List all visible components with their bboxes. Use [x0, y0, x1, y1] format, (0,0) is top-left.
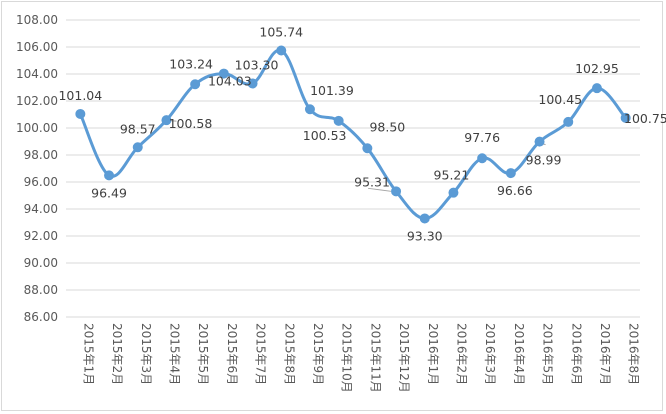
x-tick-label: 2015年5月	[196, 323, 210, 385]
data-point	[161, 115, 172, 126]
y-tick-label: 96.00	[24, 175, 58, 189]
data-label: 96.66	[497, 183, 533, 198]
y-axis-ticks: 86.00 88.00 90.00 92.00 94.00 96.00 98.00 100.0…	[16, 13, 58, 324]
data-point	[563, 116, 574, 127]
data-label: 102.95	[575, 61, 619, 76]
data-point	[104, 170, 115, 181]
data-point	[218, 68, 229, 79]
x-tick-label: 2015年2月	[110, 323, 124, 385]
data-point	[448, 187, 459, 198]
data-label: 98.50	[369, 119, 405, 134]
y-tick-label: 86.00	[24, 310, 58, 324]
x-tick-label: 2015年12月	[397, 323, 411, 393]
data-point	[333, 115, 344, 126]
data-point	[534, 136, 545, 147]
data-label: 95.21	[434, 168, 470, 183]
x-tick-label: 2015年3月	[139, 323, 153, 385]
y-tick-label: 108.00	[16, 13, 58, 27]
data-point	[620, 112, 631, 123]
data-point	[591, 83, 602, 94]
data-point	[477, 153, 488, 164]
data-label: 105.74	[259, 25, 303, 40]
y-tick-label: 90.00	[24, 256, 58, 270]
x-tick-label: 2015年8月	[282, 323, 296, 385]
data-label: 103.30	[235, 57, 279, 72]
data-label: 104.03	[208, 74, 252, 89]
data-label: 100.58	[169, 116, 213, 131]
data-label: 96.49	[91, 185, 127, 200]
data-labels: 101.04 96.49 98.57 100.58 103.24 104.03 103.30…	[58, 25, 666, 244]
data-label: 100.45	[538, 92, 582, 107]
y-tick-label: 88.00	[24, 283, 58, 297]
y-tick-label: 106.00	[16, 40, 58, 54]
data-label: 97.76	[464, 130, 500, 145]
data-point	[190, 79, 201, 90]
x-tick-label: 2015年1月	[81, 323, 95, 385]
data-points	[75, 45, 631, 224]
x-tick-label: 2016年1月	[426, 323, 440, 385]
data-point	[419, 213, 430, 224]
data-point	[276, 45, 287, 56]
y-tick-label: 98.00	[24, 148, 58, 162]
y-tick-label: 94.00	[24, 202, 58, 216]
x-tick-label: 2015年6月	[225, 323, 239, 385]
x-axis-ticks: 2015年1月 2015年2月 2015年3月 2015年4月 2015年5月 2015年…	[81, 323, 640, 393]
data-label: 95.31	[354, 174, 390, 189]
data-point	[304, 104, 315, 115]
y-tick-label: 100.00	[16, 121, 58, 135]
x-tick-label: 2015年7月	[254, 323, 268, 385]
x-tick-label: 2016年8月	[627, 323, 641, 385]
x-tick-label: 2016年6月	[569, 323, 583, 385]
y-tick-label: 92.00	[24, 229, 58, 243]
series-line	[78, 48, 628, 220]
data-point	[391, 186, 402, 197]
data-label: 103.24	[169, 56, 213, 71]
data-label: 98.57	[120, 121, 156, 136]
x-tick-label: 2015年11月	[368, 323, 382, 393]
leader-line	[367, 187, 392, 192]
gridlines	[66, 19, 640, 318]
data-point	[75, 108, 86, 119]
data-point	[362, 143, 373, 154]
data-label: 101.39	[310, 83, 354, 98]
x-tick-label: 2016年2月	[454, 323, 468, 385]
data-label: 98.99	[526, 153, 562, 168]
x-tick-label: 2016年3月	[483, 323, 497, 385]
data-point	[505, 168, 516, 179]
x-tick-label: 2015年4月	[167, 323, 181, 385]
x-tick-label: 2015年10月	[340, 323, 354, 393]
y-tick-label: 102.00	[16, 94, 58, 108]
data-point	[247, 78, 258, 89]
data-label: 100.53	[303, 128, 347, 143]
x-tick-label: 2015年9月	[311, 323, 325, 385]
data-label: 101.04	[58, 88, 102, 103]
x-tick-label: 2016年7月	[598, 323, 612, 385]
data-label: 93.30	[407, 228, 443, 243]
data-point	[132, 142, 143, 153]
y-tick-label: 104.00	[16, 67, 58, 81]
data-label: 100.75	[624, 111, 666, 126]
x-tick-label: 2016年5月	[541, 323, 555, 385]
x-tick-label: 2016年4月	[512, 323, 526, 385]
